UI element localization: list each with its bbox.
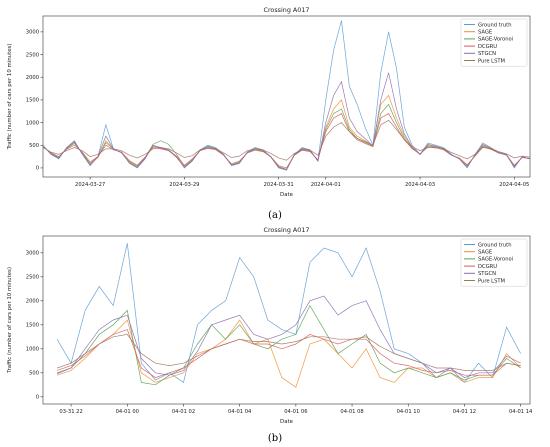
x-tick-label: 04-01 02 xyxy=(172,409,195,415)
plot-area xyxy=(42,15,531,178)
y-tick-label: 3000 xyxy=(26,251,39,257)
legend: Ground truth SAGESAGE-VoronoiDCGRUSTGCNPu… xyxy=(460,238,528,287)
legend-box xyxy=(460,18,528,67)
x-tick-label: 2024-04-03 xyxy=(405,182,435,188)
x-tick-label: 2024-03-27 xyxy=(75,182,105,188)
x-tick-label: 03-31 22 xyxy=(59,409,82,415)
series-line-pure-lstm xyxy=(43,119,530,161)
series-line-stgcn xyxy=(56,295,521,378)
y-tick-label: 0 xyxy=(36,395,39,401)
x-tick-label: 2024-03-31 xyxy=(264,182,294,188)
legend-label-ground-truth: Ground truth xyxy=(478,242,512,248)
legend: Ground truth SAGESAGE-VoronoiDCGRUSTGCNPu… xyxy=(460,18,528,67)
legend-box xyxy=(460,238,528,287)
chart-title: Crossing A017 xyxy=(263,6,309,14)
series-line-ground-truth xyxy=(56,243,521,383)
series-lines xyxy=(43,20,530,171)
y-tick-label: 0 xyxy=(36,166,39,172)
legend-label-ground-truth: Ground truth xyxy=(478,22,512,28)
series-lines xyxy=(56,243,521,388)
caption-b: (b) xyxy=(268,433,282,444)
y-tick-label: 2000 xyxy=(26,75,39,81)
legend-label-dcgru: DCGRU xyxy=(478,264,497,270)
y-tick-label: 1500 xyxy=(26,98,39,104)
legend-label-sage: SAGE xyxy=(478,30,492,36)
x-tick-label: 04-01 10 xyxy=(397,409,420,415)
y-axis-label: Traffic (number of cars per 10 minutes) xyxy=(7,44,13,151)
legend-label-stgcn: STGCN xyxy=(478,51,496,57)
series-line-dcgru xyxy=(56,329,521,378)
x-axis-label: Date xyxy=(280,419,294,425)
plot-area xyxy=(42,235,531,405)
x-tick-label: 04-01 04 xyxy=(228,409,252,415)
y-tick-label: 500 xyxy=(29,143,39,149)
x-axis-label: Date xyxy=(280,192,294,198)
y-tick-label: 1000 xyxy=(26,120,39,126)
series-line-sage-voronoi xyxy=(56,304,521,386)
legend-label-sage-voronoi: SAGE-Voronoi xyxy=(478,37,513,43)
series-line-pure-lstm xyxy=(56,334,521,371)
x-tick-label: 04-01 14 xyxy=(509,409,533,415)
caption-a: (a) xyxy=(268,210,282,221)
legend-label-sage-voronoi: SAGE-Voronoi xyxy=(478,257,513,263)
x-tick-label: 2024-04-05 xyxy=(499,182,529,188)
y-tick-label: 2000 xyxy=(26,299,39,305)
legend-label-stgcn: STGCN xyxy=(478,271,496,277)
chart-panel-a: Crossing A017 0 500 1000 1500 2000 2500 3000 202… xyxy=(7,6,531,198)
x-tick-label: 04-01 08 xyxy=(340,409,363,415)
y-tick-label: 500 xyxy=(29,371,39,377)
chart-title: Crossing A017 xyxy=(263,226,309,234)
y-tick-label: 1000 xyxy=(26,347,39,353)
x-tick-label: 04-01 06 xyxy=(284,409,307,415)
y-tick-label: 3000 xyxy=(26,30,39,36)
series-line-dcgru xyxy=(43,113,530,169)
x-tick-label: 2024-04-01 xyxy=(311,182,341,188)
legend-label-dcgru: DCGRU xyxy=(478,44,497,50)
x-tick-label: 2024-03-29 xyxy=(169,182,199,188)
chart-panel-b: Crossing A017 0 500 1000 1500 2000 2500 3000 03-… xyxy=(7,226,533,425)
y-tick-label: 1500 xyxy=(26,323,39,329)
x-tick-label: 04-01 12 xyxy=(453,409,476,415)
legend-label-pure-lstm: Pure LSTM xyxy=(478,58,505,64)
y-tick-label: 2500 xyxy=(26,275,39,281)
y-axis-label: Traffic (number of cars per 10 minutes) xyxy=(7,267,13,374)
legend-label-pure-lstm: Pure LSTM xyxy=(478,278,505,284)
series-line-stgcn xyxy=(43,72,530,171)
x-tick-label: 04-01 00 xyxy=(116,409,139,415)
legend-label-sage: SAGE xyxy=(478,250,492,256)
y-tick-label: 2500 xyxy=(26,52,39,58)
